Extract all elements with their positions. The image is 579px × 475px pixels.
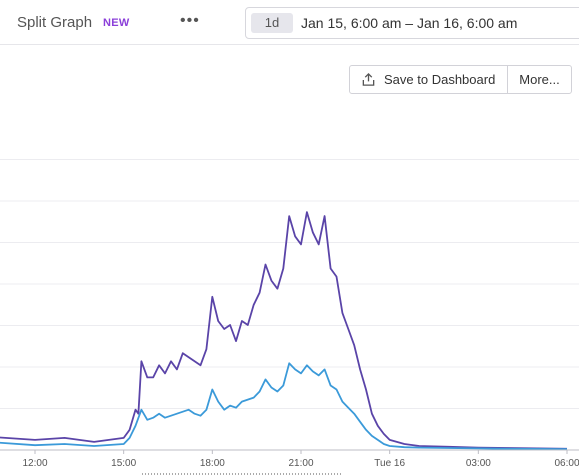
series-line-1	[0, 362, 568, 451]
x-tick-label: 18:00	[200, 458, 225, 469]
top-bar: Split Graph NEW ••• 1d Jan 15, 6:00 am –…	[0, 0, 579, 45]
save-label: Save to Dashboard	[384, 72, 496, 87]
date-range-picker[interactable]: 1d Jan 15, 6:00 am – Jan 16, 6:00 am	[245, 7, 579, 39]
chart-actions: Save to Dashboard More...	[349, 65, 572, 94]
chart-lines	[0, 211, 568, 451]
x-tick-label: 03:00	[466, 458, 491, 469]
x-tick-label: 06:00	[554, 458, 579, 469]
x-tick-label: 15:00	[111, 458, 136, 469]
x-tick-label: 12:00	[22, 458, 47, 469]
more-button[interactable]: More...	[508, 66, 571, 93]
x-axis: 12:00 15:00 18:00 21:00 Tue 16 03:00 06:00	[0, 449, 579, 475]
save-to-dashboard-button[interactable]: Save to Dashboard	[350, 66, 508, 93]
share-icon	[362, 72, 375, 86]
x-tick-label: Tue 16	[374, 458, 405, 469]
chart-grid	[0, 159, 579, 451]
page-title: Split Graph	[17, 14, 93, 31]
new-badge: NEW	[103, 17, 130, 29]
range-chip[interactable]: 1d	[251, 13, 293, 33]
more-label: More...	[519, 72, 560, 87]
ellipsis-icon[interactable]: •••	[180, 12, 200, 29]
date-range-text: Jan 15, 6:00 am – Jan 16, 6:00 am	[301, 15, 518, 31]
series-line-0	[0, 211, 568, 450]
split-graph-chart: 12:00 15:00 18:00 21:00 Tue 16 03:00 06:00	[0, 159, 579, 475]
x-tick-label: 21:00	[288, 458, 313, 469]
